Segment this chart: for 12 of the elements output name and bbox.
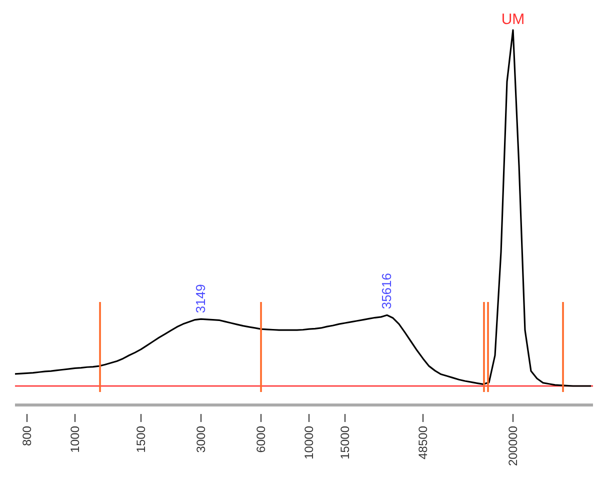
x-tick-label: 15000 [338, 426, 352, 460]
x-tick-label: 1000 [68, 426, 82, 453]
annotation: 35616 [379, 273, 394, 310]
annotation: 3149 [193, 284, 208, 314]
x-tick-label: 10000 [302, 426, 316, 460]
text: UM [501, 11, 525, 28]
x-tick-label: 48500 [416, 426, 430, 460]
x-tick-label: 200000 [506, 426, 520, 466]
x-tick-label: 3000 [194, 426, 208, 453]
x-tick-label: 1500 [134, 426, 148, 453]
x-tick-label: 800 [20, 426, 34, 446]
x-tick-label: 6000 [254, 426, 268, 453]
